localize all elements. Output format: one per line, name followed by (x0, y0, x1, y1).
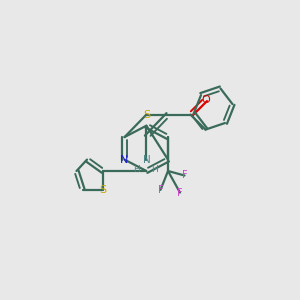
Text: S: S (143, 110, 150, 120)
Text: F: F (182, 170, 187, 181)
Text: N: N (142, 154, 150, 165)
Text: F: F (158, 185, 163, 195)
Text: O: O (201, 94, 210, 105)
Text: H: H (133, 165, 140, 174)
Text: N: N (120, 154, 129, 165)
Text: S: S (99, 184, 106, 195)
Text: H: H (151, 165, 158, 174)
Text: F: F (177, 188, 183, 198)
